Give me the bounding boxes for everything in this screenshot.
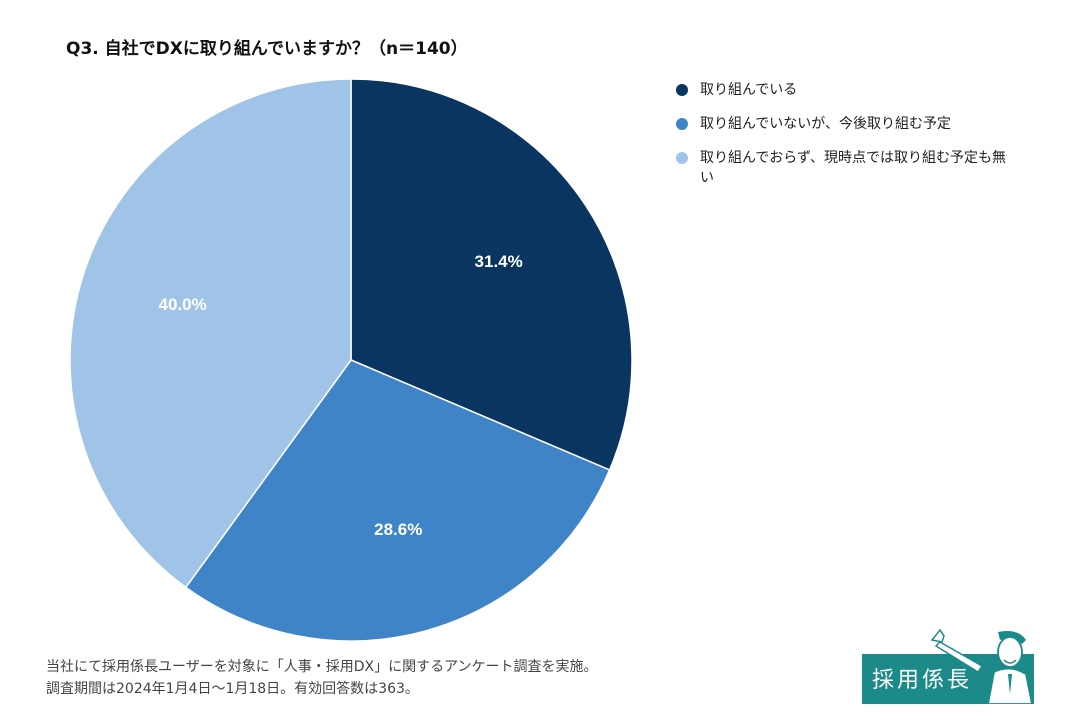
legend-label: 取り組んでいないが、今後取り組む予定	[700, 116, 952, 132]
logo-text: 採用係長	[872, 668, 973, 693]
slice-data-label: 31.4%	[475, 252, 523, 271]
pie-slice	[184, 359, 611, 642]
footnote-line: 調査期間は2024年1月4日〜1月18日。有効回答数は363。	[46, 681, 419, 697]
footnote-line: 当社にて採用係長ユーザーを対象に「人事・採用DX」に関するアンケート調査を実施。	[46, 659, 598, 675]
legend-label: 取り組んでおらず、現時点では取り組む予定も無い	[700, 150, 1007, 186]
slice-data-label: 28.6%	[374, 520, 422, 539]
legend-label: 取り組んでいる	[700, 82, 798, 98]
legend: 取り組んでいる 取り組んでいないが、今後取り組む予定 取り組んでおらず、現時点で…	[676, 80, 1036, 202]
brand-logo: 採用係長	[862, 626, 1034, 704]
survey-footnote: 当社にて採用係長ユーザーを対象に「人事・採用DX」に関するアンケート調査を実施。…	[46, 656, 598, 700]
mascot-figure-icon	[930, 628, 1032, 704]
chart-title: Q3. 自社でDXに取り組んでいますか？（n＝140）	[66, 39, 468, 59]
legend-item: 取り組んでおらず、現時点では取り組む予定も無い	[676, 148, 1036, 188]
legend-item: 取り組んでいないが、今後取り組む予定	[676, 114, 1036, 134]
pie-slice	[350, 78, 633, 471]
legend-marker	[676, 84, 688, 96]
slice-data-label: 40.0%	[159, 295, 207, 314]
legend-marker	[676, 152, 688, 164]
legend-item: 取り組んでいる	[676, 80, 1036, 100]
pie-slice	[69, 78, 352, 589]
legend-marker	[676, 118, 688, 130]
